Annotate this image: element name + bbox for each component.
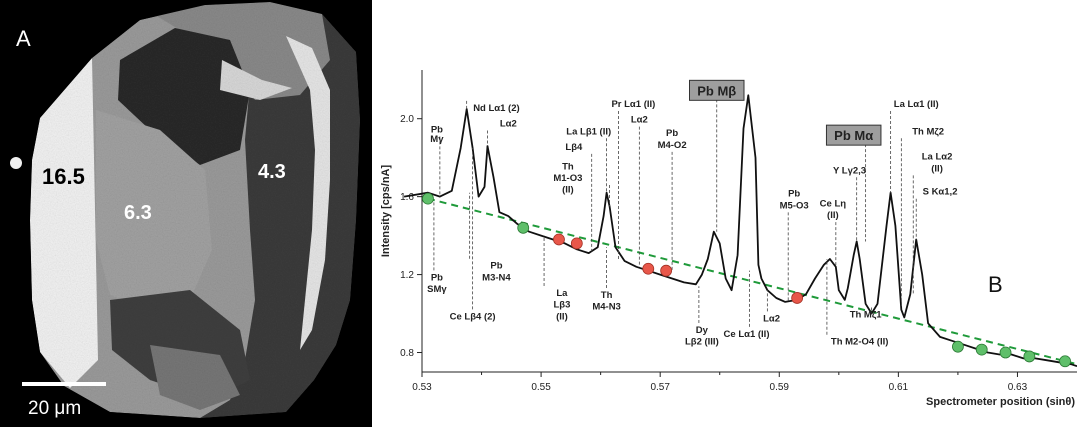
peak-annotation: Pb xyxy=(431,124,443,135)
y-tick-label: 2.0 xyxy=(400,114,414,125)
peak-annotation: La xyxy=(556,288,568,299)
y-axis-title: Intensity [cps/nA] xyxy=(380,165,392,258)
background-point-red xyxy=(570,237,583,250)
peak-annotation: Th xyxy=(562,161,574,172)
x-tick-label: 0.63 xyxy=(1008,382,1028,393)
annotation-box xyxy=(689,79,745,101)
peak-annotation: Pb xyxy=(788,189,800,200)
panel-a-label: A xyxy=(16,26,31,51)
zone-value-center: 6.3 xyxy=(124,202,152,224)
peak-annotation: Lβ3 xyxy=(553,300,570,311)
peak-annotation: Pr Lα1 (II) xyxy=(611,99,655,110)
spectrum-line xyxy=(403,94,1077,368)
peak-annotation: M4-O2 xyxy=(658,140,687,151)
peak-annotation: Th Mζ1 xyxy=(850,309,883,320)
spectrum-chart-panel: 0.53 0.55 0.57 0.59 0.61 0.63 0.8 1.2 1.6 2.0 Spec… xyxy=(372,0,1077,427)
peak-annotation: La Lβ1 (II) xyxy=(566,126,611,137)
peak-annotation: Lα2 xyxy=(763,313,780,324)
y-tick-label: 1.6 xyxy=(400,192,414,203)
background-point-red xyxy=(642,262,655,275)
background-point-green xyxy=(517,221,530,234)
peak-annotation: SMγ xyxy=(427,284,447,295)
x-tick-label: 0.61 xyxy=(889,382,909,393)
panel-b-label: B xyxy=(988,272,1003,297)
x-tick-label: 0.59 xyxy=(770,382,790,393)
peak-annotation: Y Lγ2,3 xyxy=(833,165,866,176)
y-tick-label: 0.8 xyxy=(400,348,414,359)
baseline-layer xyxy=(427,197,1077,366)
peak-annotation: M4-N3 xyxy=(592,302,621,313)
zone-value-bright: 16.5 xyxy=(42,164,85,189)
background-point-green xyxy=(422,192,434,205)
peak-annotation: Mγ xyxy=(430,134,444,145)
peak-annotation: La Lα2 xyxy=(922,152,953,163)
background-baseline xyxy=(427,197,1077,366)
peak-annotation: (II) xyxy=(827,210,839,221)
peak-annotation: Ce Lα1 (II) xyxy=(724,329,770,340)
scale-bar-line xyxy=(22,382,106,386)
peak-annotation: S Kα1,2 xyxy=(923,187,958,198)
peak-annotation: Th Mζ2 xyxy=(912,126,944,137)
scale-bar-label: 20 μm xyxy=(28,398,81,419)
background-point-red xyxy=(553,233,565,246)
x-tick-label: 0.57 xyxy=(650,382,670,393)
bse-image: A 16.5 6.3 4.3 20 μm xyxy=(0,0,372,427)
x-tick-label: 0.55 xyxy=(531,382,551,393)
peak-annotation: Ce Lη xyxy=(820,198,847,209)
peak-annotation: M5-O3 xyxy=(780,200,809,211)
peak-annotation: Pb xyxy=(666,128,678,139)
bse-image-panel: A 16.5 6.3 4.3 20 μm xyxy=(0,0,372,427)
peak-annotation: Th xyxy=(601,290,613,301)
peak-annotation: Pb xyxy=(490,261,502,272)
peak-annotation: Th M2-O4 (II) xyxy=(831,337,889,348)
peak-annotation: Lβ2 (III) xyxy=(685,337,719,348)
peak-annotation: M1-O3 xyxy=(553,173,582,184)
series-layer xyxy=(403,94,1077,368)
background-point-red xyxy=(660,264,673,277)
marker-layer xyxy=(422,192,1071,368)
peak-annotation: Dy xyxy=(696,325,709,336)
spectrum-chart: 0.53 0.55 0.57 0.59 0.61 0.63 0.8 1.2 1.6 2.0 Spec… xyxy=(380,70,1077,408)
peak-annotation: (II) xyxy=(556,311,568,322)
background-point-green xyxy=(1023,350,1036,363)
zone-value-dark: 4.3 xyxy=(258,161,286,183)
peak-annotation: Lβ4 xyxy=(565,142,583,153)
peak-annotation: Nd Lα1 (2) xyxy=(473,103,519,114)
peak-annotation: Lα2 xyxy=(631,115,648,126)
background-point-green xyxy=(952,340,964,353)
peak-annotation: La Lα1 (II) xyxy=(894,99,939,110)
background-point-green xyxy=(1059,355,1071,368)
peak-annotation: Pb Mα xyxy=(834,128,873,143)
x-axis-title: Spectrometer position (sinθ) xyxy=(926,396,1075,408)
peak-annotation: M3-N4 xyxy=(482,272,511,283)
x-tick-label: 0.53 xyxy=(412,382,432,393)
peak-annotation: (II) xyxy=(562,185,574,196)
annotation-box xyxy=(825,124,882,146)
chart-axes: 0.53 0.55 0.57 0.59 0.61 0.63 0.8 1.2 1.6 2.0 Spec… xyxy=(380,70,1077,408)
peak-annotation: (II) xyxy=(931,163,943,174)
peak-annotation: Ce Lβ4 (2) xyxy=(450,311,496,322)
y-tick-label: 1.2 xyxy=(400,270,414,281)
peak-annotation: Pb Mβ xyxy=(697,83,736,98)
background-point-red xyxy=(791,292,804,304)
background-point-green xyxy=(999,346,1012,359)
peak-annotation: Lα2 xyxy=(500,119,517,130)
peak-annotation: Pb xyxy=(431,272,443,283)
background-point-green xyxy=(975,343,988,356)
